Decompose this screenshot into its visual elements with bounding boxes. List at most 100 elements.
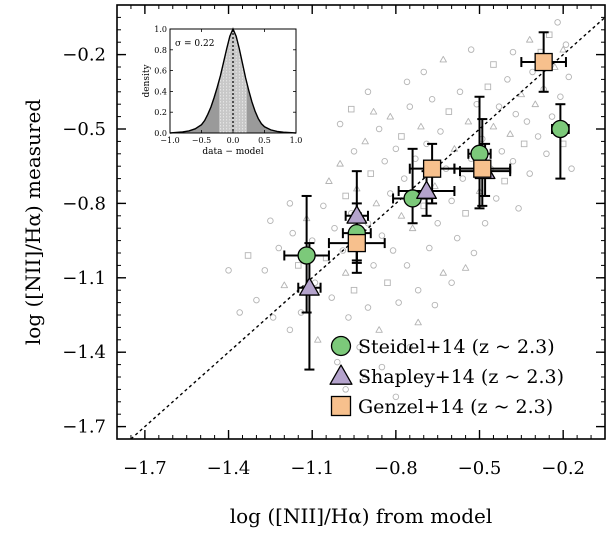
background-point [414,318,422,326]
one-to-one-line-layer [130,16,606,440]
data-point-square [534,52,553,72]
background-point [225,267,232,274]
data-point-triangle [298,277,320,296]
background-point [461,264,470,271]
x-tick-label: −1.1 [290,458,334,479]
background-point [526,170,533,177]
background-point [554,19,561,26]
background-point [403,78,411,86]
background-sample-layer [225,19,575,401]
background-point [434,219,441,227]
background-point [492,195,500,202]
background-point [523,118,531,125]
y-tick-label: −0.2 [62,45,106,66]
background-point [515,205,522,212]
background-point [367,170,375,177]
background-point [334,358,341,366]
y-tick-label: −1.4 [62,342,106,363]
background-point [375,125,383,133]
background-point [286,200,294,207]
legend-label: Steidel+14 (z ~ 2.3) [358,336,555,358]
background-point [481,219,489,227]
background-point [529,68,536,76]
background-point [389,247,397,254]
background-point [431,301,439,309]
background-point [489,122,498,130]
background-point [328,294,335,301]
data-point-square [422,159,442,178]
background-point [375,326,383,333]
legend-marker-circle [330,335,352,357]
x-axis-label: log ([NII]/Hα) from model [230,504,493,528]
background-point [269,314,277,321]
background-point [336,120,344,128]
x-tick-label: −1.7 [123,458,167,479]
background-point [339,247,347,254]
background-point [350,286,358,294]
inset-sigma-label: σ = 0.22 [175,39,214,49]
inset-y-tick-label: 0.0 [154,129,167,138]
plot-frame [116,4,606,440]
background-point [244,252,252,259]
background-point [439,269,447,276]
background-point [448,197,455,205]
y-tick-label: −1.1 [62,268,106,289]
background-point [437,128,444,135]
background-point [364,304,372,311]
data-point-square [347,233,366,253]
background-point [534,133,542,140]
background-point [543,150,550,158]
background-point [484,83,492,91]
background-point [261,267,269,274]
inset-density-plot: −1.0 −0.5 0.0 0.5 1.0 0.0 0.2 0.4 0.6 0.8 1.0 σ = 0… [142,25,302,157]
background-point [397,212,406,219]
inset-y-label: density [142,64,152,98]
background-point [403,262,411,269]
background-point [426,244,433,252]
y-tick-label: −1.7 [62,417,106,438]
background-point [350,148,358,155]
background-point [361,373,369,380]
background-point [495,103,503,110]
background-point [280,281,288,289]
background-point [236,309,243,316]
data-point-triangle [346,205,368,224]
background-point [456,88,464,96]
background-point [562,41,570,48]
background-point [341,269,350,276]
y-axis-label: log ([NII]/Hα) measured [21,99,45,345]
background-point [517,90,526,98]
background-point [347,105,355,113]
background-point [464,117,473,125]
background-point [448,279,455,287]
background-point [342,192,349,200]
background-point [325,177,333,184]
background-point [512,110,520,118]
background-point [289,229,296,237]
inset-y-tick-label: 0.8 [154,46,167,55]
axes-layer [116,4,606,440]
background-point [509,157,517,165]
tick-layer: −1.7 −1.4 −1.1 −0.8 −0.5 −0.2 −1.7 −1.4 −1.1 −0.8… [62,5,605,479]
background-point [462,210,469,217]
background-point [386,112,394,120]
legend-label: Genzel+14 (z ~ 2.3) [358,396,553,418]
inset-x-tick-label: −1.0 [160,136,179,145]
background-point [548,113,556,120]
data-point-square [473,159,492,178]
background-point [342,386,349,393]
inset-y-tick-label: 0.6 [154,67,167,76]
background-point [275,244,282,252]
data-series-layer [283,31,570,371]
background-point [470,249,478,257]
legend-marker-square [330,395,352,417]
background-point [520,140,528,148]
inset-y-tick-label: 0.4 [154,87,167,96]
background-point [398,133,405,140]
background-point [384,279,391,287]
inset-x-tick-label: 0.5 [258,136,271,145]
background-point [336,160,344,167]
background-point [372,199,381,207]
background-point [504,76,511,83]
